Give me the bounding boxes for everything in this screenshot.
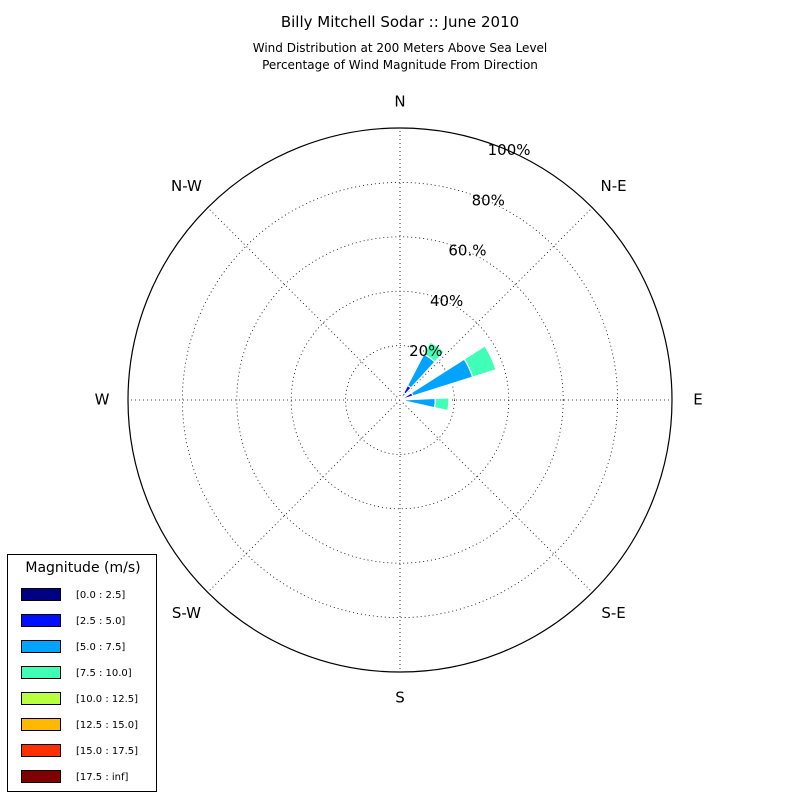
- sector-segment: [433, 397, 450, 412]
- grid-spoke: [207, 399, 401, 593]
- legend-swatch: [21, 692, 61, 705]
- radial-tick-label: 100%: [488, 141, 531, 159]
- axis-labels: 20% 40% 60.% 80% 100% N N-E E S-E S S-W W N-W: [95, 93, 703, 707]
- sector-segment: [404, 397, 436, 409]
- legend-label: [10.0 : 12.5]: [76, 694, 139, 705]
- radial-tick-label: 20%: [409, 342, 442, 360]
- legend-label: [17.5 : inf]: [76, 772, 129, 783]
- radial-tick-label: 60.%: [448, 242, 486, 260]
- chart-title: Billy Mitchell Sodar :: June 2010: [280, 13, 520, 31]
- direction-label: E: [693, 391, 702, 409]
- legend-swatch: [21, 614, 61, 627]
- radial-tick-label: 40%: [430, 292, 463, 310]
- legend-label: [0.0 : 2.5]: [76, 590, 126, 601]
- wind-sector: [399, 397, 450, 412]
- grid-ring: [181, 181, 619, 619]
- radial-tick-label: 80%: [472, 191, 505, 209]
- legend-title: Magnitude (m/s): [25, 560, 141, 576]
- legend-swatch: [21, 718, 61, 731]
- grid-spoke: [207, 207, 401, 401]
- direction-label: N-E: [600, 177, 626, 195]
- legend-label: [15.0 : 17.5]: [76, 746, 139, 757]
- wind-sector: [399, 341, 445, 401]
- legend-label: [12.5 : 15.0]: [76, 720, 139, 731]
- chart-subtitle-line-2: Percentage of Wind Magnitude From Direct…: [262, 58, 538, 72]
- legend-swatch: [21, 744, 61, 757]
- grid-spoke: [399, 399, 593, 593]
- direction-label: N-W: [171, 177, 202, 195]
- outer-ring: [127, 127, 673, 673]
- wind-sector: [399, 345, 497, 401]
- chart-subtitle-line-1: Wind Distribution at 200 Meters Above Se…: [252, 41, 548, 55]
- polar-grid: [128, 128, 672, 672]
- grid-spoke: [399, 207, 593, 401]
- sector-segment: [463, 345, 497, 378]
- legend-swatch: [21, 666, 61, 679]
- direction-label: N: [394, 93, 405, 111]
- legend: Magnitude (m/s) [0.0 : 2.5] [2.5 : 5.0] [5…: [7, 554, 157, 792]
- grid-ring: [345, 345, 455, 455]
- grid-ring: [236, 236, 564, 564]
- direction-label: W: [95, 391, 110, 409]
- legend-label: [2.5 : 5.0]: [76, 616, 126, 627]
- legend-swatch: [21, 640, 61, 653]
- direction-label: S-W: [172, 604, 201, 622]
- legend-label: [7.5 : 10.0]: [76, 668, 132, 679]
- direction-label: S-E: [601, 604, 625, 622]
- legend-label: [5.0 : 7.5]: [76, 642, 126, 653]
- wind-sectors: [399, 341, 497, 412]
- sector-segment: [423, 341, 445, 363]
- legend-swatch: [21, 588, 61, 601]
- direction-label: S: [395, 689, 405, 707]
- legend-swatch: [21, 770, 61, 783]
